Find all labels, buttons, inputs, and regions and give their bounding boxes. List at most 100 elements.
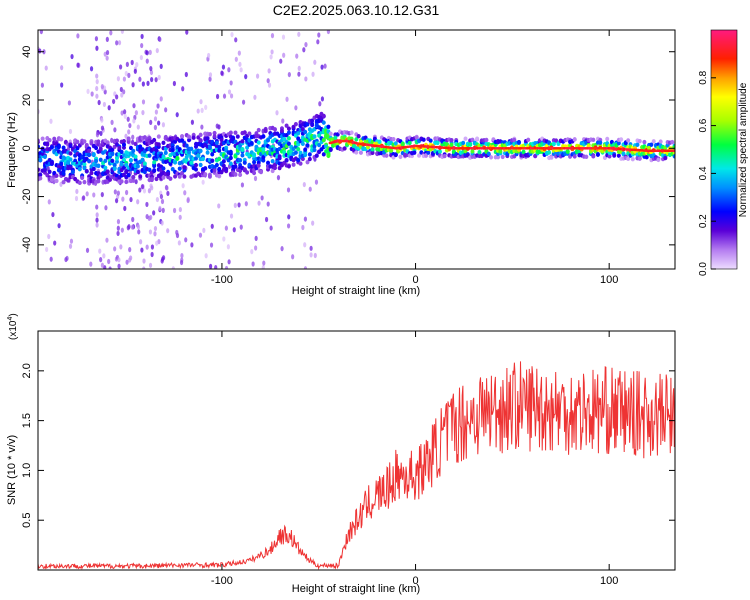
spectrogram-band-cell: [103, 158, 108, 164]
spectrogram-noise-cell: [220, 70, 224, 76]
spectrogram-band-cell: [212, 168, 217, 173]
spectrogram-noise-cell: [70, 53, 74, 60]
spectrogram-band-cell: [131, 174, 136, 180]
spectrogram-noise-cell: [103, 265, 107, 269]
spectrogram-band-cell: [277, 154, 282, 159]
spectrogram-noise-cell: [85, 191, 89, 197]
spectrogram-band-cell: [637, 138, 642, 144]
spectrogram-band-cell: [619, 137, 624, 142]
spectrogram-band-cell: [584, 154, 589, 159]
spectrogram-band-cell: [475, 136, 480, 141]
spectrogram-band-cell: [240, 153, 245, 158]
spectrogram-noise-cell: [153, 124, 157, 131]
spectrogram-band-cell: [68, 151, 73, 156]
spectrogram-noise-cell: [181, 183, 185, 189]
spectrogram-band-cell: [272, 165, 277, 171]
spectrogram-band-cell: [286, 136, 291, 141]
spectrogram-noise-cell: [140, 33, 144, 40]
spectrogram-noise-cell: [105, 49, 110, 56]
spectrogram-band-cell: [663, 155, 668, 161]
spectrogram-band-cell: [407, 140, 412, 146]
spectrogram-band-cell: [87, 148, 92, 153]
spectrogram-band-cell: [182, 174, 187, 179]
colorbar-tick-label: 0.4: [698, 166, 709, 180]
spectrogram-band-cell: [94, 158, 99, 164]
spectrogram-band-cell: [547, 150, 552, 155]
colorbar-tick-label: 0.0: [698, 262, 709, 276]
spectrogram-band-cell: [180, 170, 185, 176]
spectrogram-band-cell: [59, 161, 64, 167]
spectrogram-noise-cell: [100, 191, 104, 198]
spectrogram-band-cell: [282, 136, 287, 142]
spectrogram-band-cell: [626, 156, 631, 162]
spectrogram-band-cell: [82, 179, 87, 185]
spectrogram-noise-cell: [125, 189, 129, 196]
spectrogram-band-cell: [126, 139, 131, 144]
spectrogram-noise-cell: [131, 139, 135, 145]
spectrogram-noise-cell: [95, 85, 99, 92]
spectrogram-band-cell: [242, 130, 247, 135]
spectrogram-band-cell: [177, 174, 182, 179]
spectrogram-band-cell: [505, 152, 510, 157]
spectrogram-noise-cell: [234, 37, 238, 43]
spectrogram-band-cell: [305, 159, 310, 165]
colorbar: 0.0 0.2 0.4 0.6 0.8 Normalized spectral ampl…: [698, 29, 749, 276]
spectrogram-noise-cell: [149, 214, 153, 221]
spectrogram-band-cell: [228, 130, 233, 135]
spectrogram-band-cell: [156, 134, 161, 139]
spectrogram-noise-cell: [297, 65, 301, 71]
spectrogram-noise-cell: [116, 230, 120, 237]
spectrogram-noise-cell: [82, 195, 86, 201]
spectrogram-band-cell: [272, 127, 277, 132]
spectrogram-band-cell: [312, 134, 317, 139]
spectrogram-noise-cell: [178, 214, 182, 220]
spectrogram-band-cell: [245, 170, 250, 175]
spectrogram-noise-cell: [158, 36, 162, 42]
spectrogram-noise-cell: [178, 206, 182, 213]
spectrogram-noise-cell: [304, 42, 308, 48]
spectrogram-band-cell: [300, 156, 305, 162]
spectrogram-band-cell: [66, 160, 71, 166]
spectrogram-band-cell: [140, 157, 145, 163]
spectrogram-band-cell: [277, 165, 282, 171]
spectrogram-noise-cell: [270, 49, 274, 55]
spectrogram-band-cell: [121, 157, 126, 163]
spectrogram-band-cell: [286, 164, 291, 169]
spectrogram-band-cell: [426, 150, 431, 155]
spectrogram-noise-cell: [159, 193, 164, 200]
spectrogram-noise-cell: [240, 182, 245, 188]
spectrogram-noise-cell: [95, 217, 99, 223]
spectrogram-noise-cell: [121, 196, 125, 202]
snr-ylabel: SNR (10 * v/v): [6, 435, 18, 505]
spectrogram-band-cell: [333, 135, 338, 140]
spectrogram-noise-cell: [250, 249, 254, 255]
spectrogram-ytick-label: 0: [21, 145, 33, 151]
spectrogram-noise-cell: [209, 242, 214, 248]
spectrogram-noise-cell: [215, 123, 219, 129]
spectrogram-noise-cell: [175, 112, 179, 118]
spectrogram-noise-cell: [145, 58, 149, 64]
spectrogram-band-cell: [47, 137, 52, 143]
spectrogram-noise-cell: [47, 199, 51, 205]
spectrogram-band-cell: [393, 141, 398, 146]
spectrogram-ytick-label: 40: [21, 46, 33, 58]
spectrogram-band-cell: [42, 154, 47, 159]
spectrogram-band-cell: [135, 164, 140, 169]
colorbar-label: Normalized spectral amplitude: [738, 82, 749, 217]
spectrogram-noise-cell: [234, 56, 238, 62]
colorbar-tick-label: 0.2: [698, 214, 709, 228]
spectrogram-band-cell: [187, 149, 192, 155]
spectrogram-noise-cell: [200, 124, 204, 130]
spectrogram-band-cell: [61, 145, 66, 150]
spectrogram-band-cell: [247, 131, 252, 136]
spectrogram-band-cell: [442, 153, 447, 159]
spectrogram-noise-cell: [323, 63, 327, 69]
spectrogram-band-cell: [47, 169, 52, 174]
spectrogram-band-cell: [305, 143, 310, 148]
spectrogram-ytick-label: 20: [21, 94, 33, 106]
spectrogram-noise-cell: [172, 80, 176, 87]
snr-multiplier-close: ): [8, 313, 19, 316]
spectrogram-band-cell: [121, 142, 126, 148]
spectrogram-band-cell: [354, 137, 359, 142]
snr-axes: -100 0 100 0.5 1.0 1.5 2.0: [21, 331, 675, 587]
